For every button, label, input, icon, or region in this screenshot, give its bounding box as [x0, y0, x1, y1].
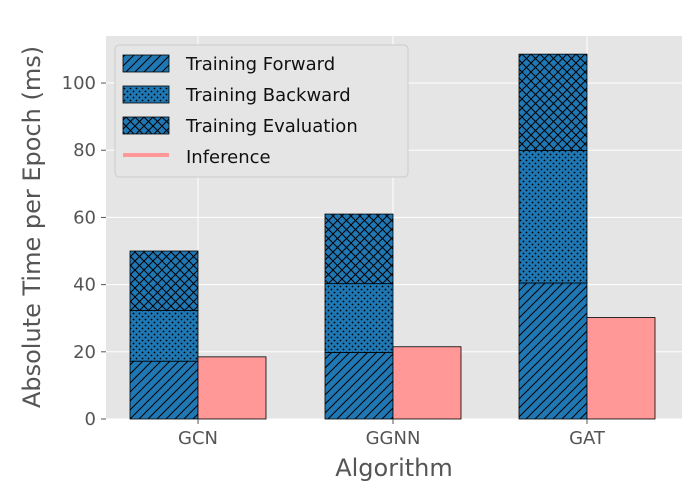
bar-inference-ggnn	[392, 346, 462, 420]
legend-label-training-evaluation: Training Evaluation	[185, 116, 358, 137]
y-axis-label: Absolute Time per Epoch (ms)	[18, 46, 46, 408]
bar-inference-gat	[586, 317, 656, 420]
x-tick-label: GCN	[178, 428, 218, 449]
x-axis-label: Algorithm	[335, 454, 453, 482]
legend-label-inference: Inference	[186, 147, 271, 168]
axis-ticks: 0 20 40 60 80 100 GCN GGNN GAT	[62, 73, 606, 449]
legend: Training Forward Training Backward Train…	[114, 44, 409, 178]
bar-training-evaluation-ggnn	[324, 213, 394, 285]
bar-training-forward-ggnn	[324, 352, 394, 420]
legend-swatch-training-backward	[122, 85, 170, 104]
bar-training-backward-gcn	[129, 310, 199, 362]
bar-training-evaluation-gcn	[129, 250, 199, 311]
y-tick-label: 20	[73, 342, 96, 363]
legend-swatch-training-forward	[122, 54, 170, 73]
bar-inference-gcn	[197, 356, 267, 420]
legend-swatch-training-evaluation	[122, 116, 170, 135]
x-tick-label: GGNN	[366, 428, 421, 449]
y-tick-label: 0	[85, 409, 96, 430]
y-tick-label: 60	[73, 207, 96, 228]
legend-label-training-forward: Training Forward	[185, 54, 335, 75]
legend-box	[114, 44, 409, 178]
y-tick-label: 40	[73, 275, 96, 296]
y-tick-label: 80	[73, 140, 96, 161]
x-tick-label: GAT	[569, 428, 606, 449]
y-tick-label: 100	[62, 73, 96, 94]
bar-training-evaluation-gat	[518, 53, 588, 151]
bar-training-backward-gat	[518, 150, 588, 284]
bar-training-backward-ggnn	[324, 283, 394, 353]
bars	[129, 53, 656, 420]
bar-training-forward-gat	[518, 282, 588, 420]
bar-training-forward-gcn	[129, 360, 199, 420]
legend-label-training-backward: Training Backward	[185, 85, 351, 106]
